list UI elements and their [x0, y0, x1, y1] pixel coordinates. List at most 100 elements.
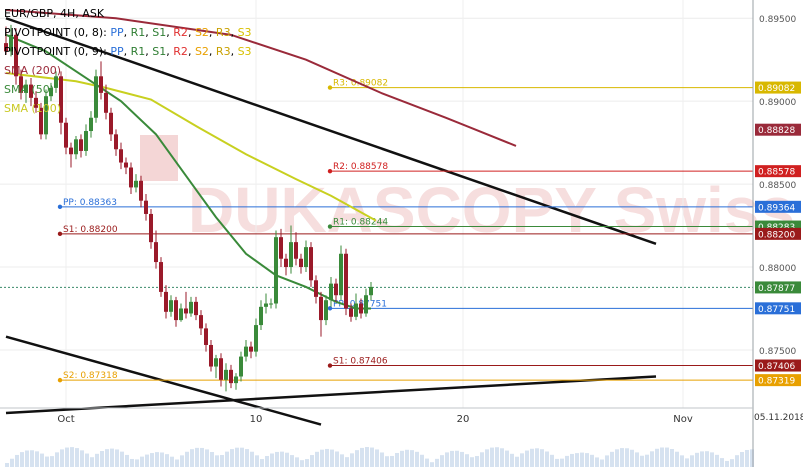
candle-body[interactable] [224, 369, 228, 380]
volume-bar [325, 448, 329, 467]
candle-body[interactable] [359, 303, 363, 314]
volume-strip [5, 447, 754, 467]
candle-body[interactable] [9, 34, 13, 52]
volume-bar [215, 455, 219, 467]
candle-body[interactable] [269, 303, 273, 305]
candle-body[interactable] [179, 308, 183, 321]
volume-bar [370, 447, 374, 467]
candle-body[interactable] [249, 346, 253, 352]
candle-body[interactable] [219, 358, 223, 380]
candle-body[interactable] [319, 296, 323, 321]
candle-body[interactable] [54, 76, 58, 88]
candle-body[interactable] [329, 283, 333, 301]
candle-body[interactable] [144, 200, 148, 214]
candle-body[interactable] [339, 253, 343, 296]
candle-body[interactable] [354, 303, 358, 317]
candle-body[interactable] [134, 180, 138, 188]
candle-body[interactable] [89, 117, 93, 132]
candle-body[interactable] [154, 242, 158, 263]
candle-body[interactable] [284, 258, 288, 268]
candle-body[interactable] [239, 356, 243, 377]
candle-body[interactable] [79, 139, 83, 151]
price-tag [755, 359, 801, 372]
candle-body[interactable] [214, 358, 218, 367]
candle-body[interactable] [299, 258, 303, 268]
candle-body[interactable] [174, 300, 178, 321]
volume-bar [510, 453, 514, 467]
sma-200-line[interactable] [5, 8, 517, 147]
candle-body[interactable] [169, 300, 173, 312]
volume-bar [90, 457, 94, 467]
volume-bar [355, 450, 359, 467]
volume-bar [520, 453, 524, 467]
candle-body[interactable] [229, 369, 233, 384]
candle-body[interactable] [349, 308, 353, 317]
candle-body[interactable] [369, 286, 373, 296]
candle-body[interactable] [39, 107, 43, 135]
candle-body[interactable] [114, 134, 118, 150]
candle-body[interactable] [14, 34, 18, 77]
candle-body[interactable] [254, 325, 258, 352]
candle-body[interactable] [189, 301, 193, 314]
candle-body[interactable] [64, 122, 68, 148]
candle-body[interactable] [129, 167, 133, 188]
candle-body[interactable] [344, 253, 348, 309]
candle-body[interactable] [149, 213, 153, 243]
date-stamp: 05.11.2018 [754, 413, 803, 423]
candle-body[interactable] [324, 300, 328, 321]
candle-body[interactable] [119, 149, 123, 163]
candle-body[interactable] [199, 315, 203, 329]
candle-body[interactable] [309, 247, 313, 281]
candle-body[interactable] [34, 97, 38, 108]
pivot-level-label: R2: 0.88578 [333, 162, 388, 172]
candle-body[interactable] [69, 147, 73, 155]
candle-body[interactable] [364, 295, 368, 314]
candle-body[interactable] [334, 283, 338, 296]
candle-body[interactable] [259, 306, 263, 326]
candle-body[interactable] [304, 247, 308, 268]
candle-body[interactable] [164, 291, 168, 312]
candle-body[interactable] [124, 162, 128, 168]
candle-body[interactable] [314, 280, 318, 297]
candle-body[interactable] [234, 376, 238, 384]
sma-100-line[interactable] [5, 71, 377, 222]
candle-body[interactable] [44, 96, 48, 135]
volume-bar [55, 452, 59, 467]
candle-body[interactable] [294, 242, 298, 259]
candle-body[interactable] [74, 139, 78, 155]
candle-body[interactable] [139, 180, 143, 201]
candle-body[interactable] [209, 344, 213, 367]
candle-body[interactable] [264, 303, 268, 307]
volume-bar [130, 458, 134, 467]
plot-area[interactable] [0, 0, 753, 408]
volume-bar [625, 448, 629, 467]
candle-body[interactable] [184, 308, 188, 314]
candle-body[interactable] [29, 84, 33, 98]
candle-body[interactable] [194, 301, 198, 316]
volume-bar [655, 448, 659, 467]
volume-bar [415, 451, 419, 467]
volume-bar [105, 449, 109, 467]
trendline[interactable] [5, 17, 657, 245]
trendline[interactable] [5, 375, 657, 415]
candle-body[interactable] [4, 43, 8, 52]
candle-body[interactable] [289, 242, 293, 268]
candle-body[interactable] [99, 76, 103, 93]
candle-body[interactable] [59, 76, 63, 123]
candle-body[interactable] [104, 92, 108, 113]
watermark-text: DUKASCOPY Swiss Banking Group [188, 174, 803, 246]
candle-body[interactable] [49, 87, 53, 97]
candle-body[interactable] [109, 112, 113, 135]
candle-body[interactable] [274, 237, 278, 304]
price-tag [755, 374, 801, 387]
volume-bar [730, 459, 734, 467]
candle-body[interactable] [159, 262, 163, 292]
candle-body[interactable] [204, 328, 208, 345]
candle-body[interactable] [94, 76, 98, 118]
candle-body[interactable] [244, 346, 248, 357]
candle-body[interactable] [84, 131, 88, 151]
candle-body[interactable] [19, 76, 23, 93]
candle-body[interactable] [24, 84, 28, 93]
candle-body[interactable] [279, 237, 283, 259]
